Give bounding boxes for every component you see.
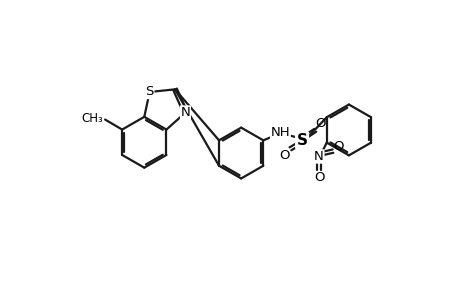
Text: NH: NH xyxy=(270,126,290,139)
Text: N: N xyxy=(180,106,190,119)
Text: O: O xyxy=(279,149,289,162)
Text: O: O xyxy=(332,140,343,153)
Text: S: S xyxy=(296,133,307,148)
Text: S: S xyxy=(145,85,153,98)
Text: O: O xyxy=(315,117,325,130)
Text: CH₃: CH₃ xyxy=(82,112,103,125)
Text: N: N xyxy=(313,150,323,163)
Text: O: O xyxy=(313,171,324,184)
